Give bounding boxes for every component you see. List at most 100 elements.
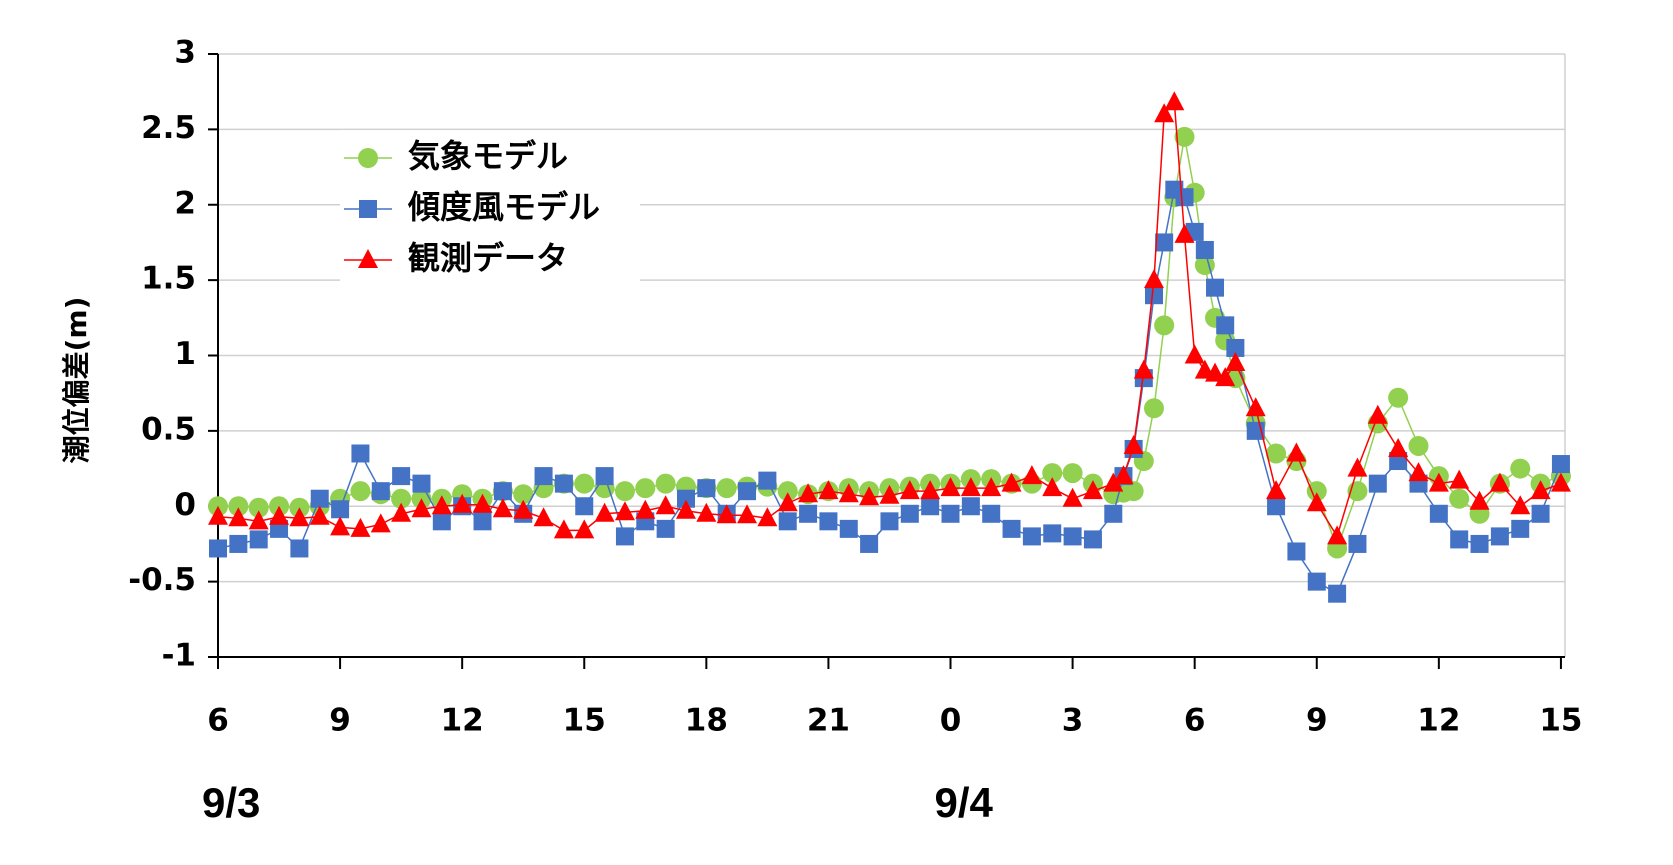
legend-label: 傾度風モデル: [407, 188, 600, 226]
marker: [900, 504, 919, 523]
marker: [1408, 462, 1429, 482]
marker: [1266, 443, 1287, 464]
x-tick-label: 3: [1062, 703, 1084, 739]
marker: [228, 496, 249, 517]
marker: [1113, 465, 1134, 485]
marker: [737, 504, 758, 524]
marker: [777, 481, 798, 502]
marker: [655, 473, 676, 494]
marker: [1123, 434, 1144, 454]
marker: [1511, 519, 1530, 538]
marker: [614, 501, 635, 521]
marker: [1062, 487, 1083, 507]
marker: [1530, 480, 1551, 500]
y-tick-label: 0: [174, 487, 196, 523]
marker: [615, 527, 634, 546]
marker: [1470, 534, 1489, 553]
marker: [1195, 240, 1214, 259]
y-tick-label: 0.5: [141, 411, 196, 447]
marker: [289, 507, 310, 527]
marker: [982, 504, 1001, 523]
marker: [1001, 472, 1022, 492]
marker: [1245, 397, 1266, 417]
marker: [330, 516, 351, 536]
marker: [359, 200, 377, 218]
marker: [1328, 584, 1347, 603]
marker: [1143, 398, 1164, 419]
marker: [1510, 495, 1531, 515]
marker: [879, 484, 900, 504]
legend-label: 気象モデル: [408, 137, 568, 175]
marker: [635, 478, 656, 499]
marker: [1104, 504, 1123, 523]
marker: [1184, 344, 1205, 364]
marker: [1469, 490, 1490, 510]
marker: [798, 483, 819, 503]
marker: [675, 499, 696, 519]
marker: [1550, 472, 1571, 492]
marker: [778, 512, 797, 531]
marker: [777, 492, 798, 512]
marker: [432, 512, 451, 531]
marker: [819, 512, 838, 531]
marker: [269, 505, 290, 525]
x-tick-label: 21: [807, 703, 850, 739]
marker: [656, 519, 675, 538]
marker: [859, 486, 880, 506]
x-tick-label: 18: [685, 703, 728, 739]
marker: [1388, 437, 1409, 457]
marker: [1368, 474, 1387, 493]
marker: [1551, 455, 1570, 474]
marker: [574, 519, 595, 539]
marker: [1083, 530, 1102, 549]
marker: [309, 505, 330, 525]
marker: [492, 498, 513, 518]
marker: [310, 489, 329, 508]
marker: [208, 505, 228, 525]
marker: [554, 474, 573, 493]
marker: [920, 480, 941, 500]
x-tick-label: 6: [1184, 703, 1206, 739]
marker: [1144, 286, 1163, 305]
marker: [757, 507, 778, 527]
marker: [1306, 492, 1327, 512]
marker: [941, 504, 960, 523]
marker: [553, 519, 574, 539]
marker: [370, 513, 391, 533]
marker: [412, 474, 431, 493]
x-tick-label: 6: [207, 703, 229, 739]
marker: [1062, 463, 1083, 484]
marker: [391, 488, 412, 509]
marker: [350, 481, 371, 502]
marker: [248, 497, 269, 518]
marker: [1450, 530, 1469, 549]
marker: [391, 502, 412, 522]
marker: [358, 148, 378, 168]
marker: [614, 481, 635, 502]
marker: [799, 504, 818, 523]
marker: [533, 507, 554, 527]
x-tick-label: 15: [1539, 703, 1582, 739]
x-tick-label: 15: [563, 703, 606, 739]
marker: [839, 519, 858, 538]
marker: [452, 493, 473, 513]
marker: [350, 517, 371, 537]
marker: [1510, 458, 1531, 479]
marker: [574, 473, 595, 494]
date-label: 9/3: [202, 779, 260, 826]
marker: [716, 478, 737, 499]
marker: [1428, 472, 1449, 492]
marker: [1174, 126, 1195, 147]
marker: [513, 499, 534, 519]
marker: [1043, 524, 1062, 543]
marker: [899, 480, 920, 500]
marker: [1042, 477, 1063, 497]
marker: [229, 534, 248, 553]
marker: [1266, 480, 1287, 500]
marker: [1063, 527, 1082, 546]
marker: [493, 482, 512, 501]
marker: [676, 489, 695, 508]
marker: [351, 444, 370, 463]
